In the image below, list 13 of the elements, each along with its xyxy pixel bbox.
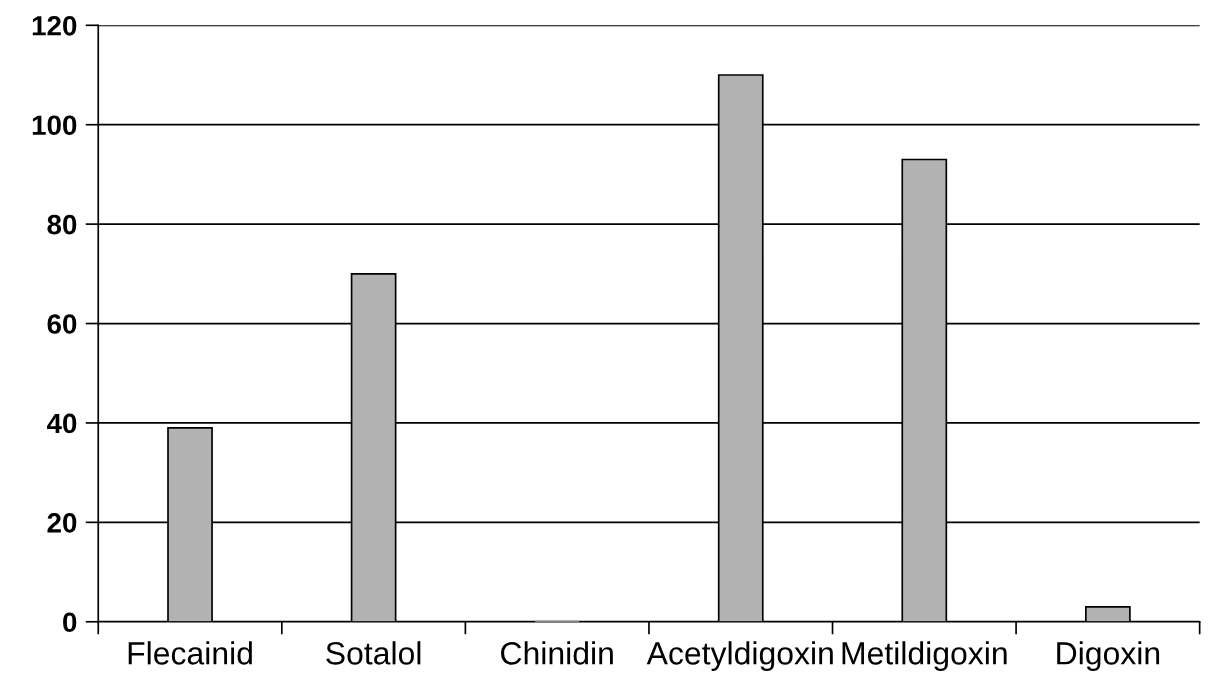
y-tick-label: 100 [32,115,77,136]
y-tick-label: 20 [47,513,77,533]
y-tick-label: 40 [46,413,77,434]
x-tick-label: Chinidin [501,641,613,665]
x-tick-label: Sotalol [326,641,421,665]
x-tick-label: Metildigoxin [842,641,1007,671]
y-tick-label: 120 [32,15,77,36]
x-tick-label: Digoxin [1057,641,1160,671]
y-tick-label: 80 [47,214,77,235]
x-tick-label: Flecainid [128,641,252,665]
y-tick-label: 0 [63,612,77,633]
x-tick-label: Acetyldigoxin [646,641,833,671]
y-tick-label: 60 [47,314,77,334]
